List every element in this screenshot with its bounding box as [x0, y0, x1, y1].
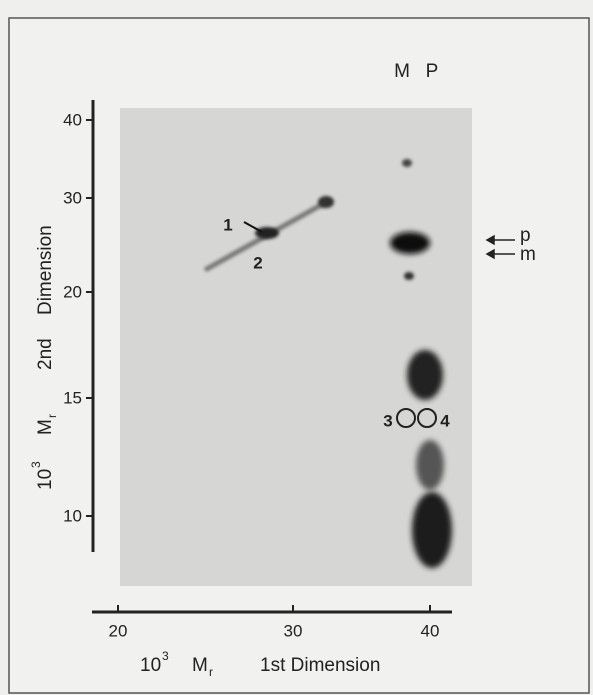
y-axis-title: 10 3 M r 2nd Dimension — [29, 225, 59, 490]
gel — [120, 108, 472, 586]
spot — [318, 196, 334, 208]
column-label: P — [426, 61, 439, 82]
axis-exponent: 3 — [29, 461, 43, 468]
x-ticks — [117, 605, 431, 612]
axis-power: 10 — [140, 655, 161, 676]
spot — [390, 232, 430, 254]
column-label: M — [394, 61, 410, 82]
spot-label: 3 — [383, 411, 392, 430]
y-tick-label: 30 — [63, 188, 82, 207]
spot — [412, 492, 452, 568]
spot-label: 1 — [223, 215, 232, 234]
axis-subscript: r — [45, 414, 59, 418]
spot — [402, 159, 412, 167]
axis-text: 2nd Dimension — [35, 225, 56, 370]
y-ticks — [86, 119, 93, 517]
axis-power: 10 — [35, 469, 56, 490]
arrow-label: m — [520, 244, 536, 265]
axis-subscript: r — [209, 665, 213, 679]
circle-marker — [396, 408, 416, 428]
spot-label: 2 — [253, 253, 262, 272]
y-tick-label: 40 — [63, 110, 82, 129]
spot — [255, 227, 279, 239]
x-tick-label: 20 — [109, 621, 128, 640]
y-tick-label: 10 — [63, 506, 82, 525]
spot — [416, 440, 444, 490]
circle-marker — [417, 408, 437, 428]
gel-spots — [203, 159, 452, 568]
arrows — [485, 234, 515, 260]
x-tick-label: 40 — [421, 621, 440, 640]
arrow-label: p — [520, 225, 531, 246]
axis-symbol: M — [192, 655, 208, 676]
axis-symbol: M — [35, 419, 56, 435]
y-tick-label: 15 — [63, 388, 82, 407]
spot — [404, 272, 414, 280]
axis-text: 1st Dimension — [260, 655, 380, 676]
arrow-head — [485, 234, 495, 246]
spot-label: 4 — [440, 411, 450, 430]
axis-exponent: 3 — [162, 649, 169, 663]
pointer — [243, 221, 263, 233]
x-tick-label: 30 — [284, 621, 303, 640]
y-tick-label: 20 — [63, 282, 82, 301]
spot — [407, 350, 443, 400]
x-axis-title: 10 3 M r 1st Dimension — [140, 649, 380, 679]
arrow-head — [485, 248, 495, 260]
